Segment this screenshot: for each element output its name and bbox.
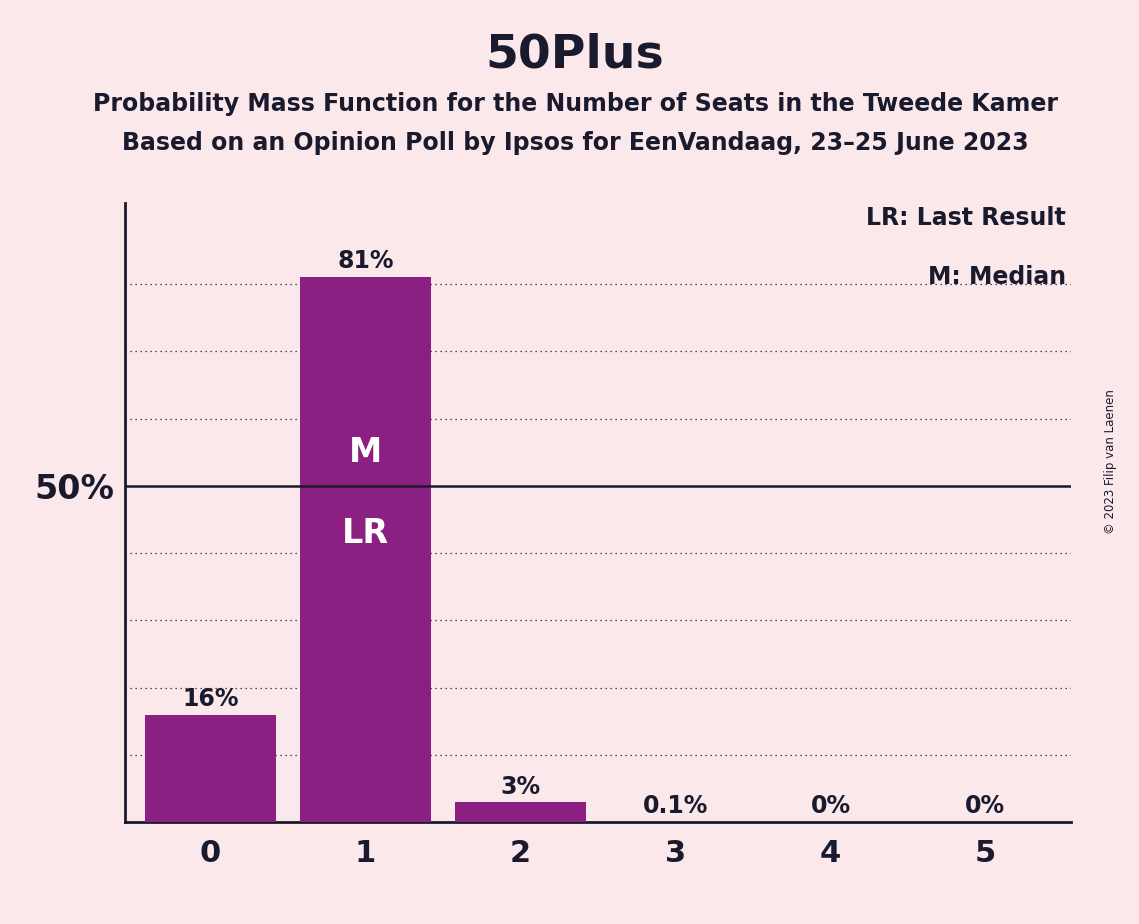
Text: LR: Last Result: LR: Last Result [867,206,1066,230]
Text: 0.1%: 0.1% [642,795,708,819]
Text: LR: LR [342,517,390,550]
Bar [300,277,432,822]
Text: 50Plus: 50Plus [486,32,664,78]
Text: M: Median: M: Median [928,265,1066,289]
Text: Based on an Opinion Poll by Ipsos for EenVandaag, 23–25 June 2023: Based on an Opinion Poll by Ipsos for Ee… [122,131,1029,155]
Text: 81%: 81% [337,249,394,274]
Text: 16%: 16% [182,687,239,711]
Text: M: M [349,436,382,468]
Text: 0%: 0% [966,795,1006,819]
Text: 3%: 3% [500,775,541,799]
Bar [145,714,277,822]
Text: © 2023 Filip van Laenen: © 2023 Filip van Laenen [1104,390,1117,534]
Bar [454,802,587,822]
Text: Probability Mass Function for the Number of Seats in the Tweede Kamer: Probability Mass Function for the Number… [92,92,1058,116]
Text: 0%: 0% [810,795,851,819]
